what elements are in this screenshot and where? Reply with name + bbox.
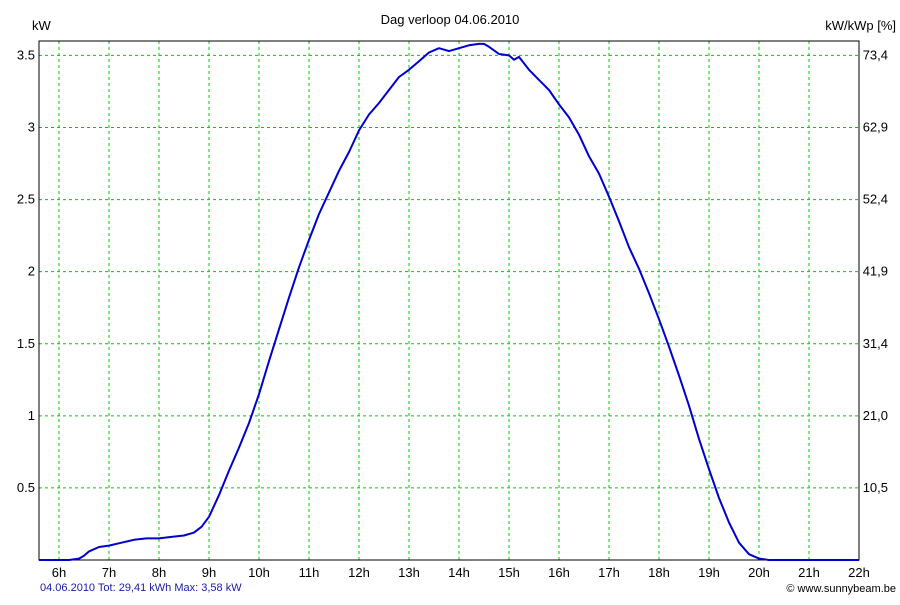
plot-frame xyxy=(38,40,860,561)
y-tick-label-right: 52,4 xyxy=(863,192,888,207)
y-axis-label-right: kW/kWp [%] xyxy=(825,18,896,33)
footer-credit: © www.sunnybeam.be xyxy=(786,583,896,595)
y-tick-label-right: 21,0 xyxy=(863,408,888,423)
x-tick-label: 17h xyxy=(598,565,620,580)
x-tick-label: 9h xyxy=(202,565,216,580)
y-tick-label-left: 1.5 xyxy=(17,336,35,351)
y-tick-label-left: 2 xyxy=(28,264,35,279)
y-tick-label-left: 0.5 xyxy=(17,480,35,495)
y-tick-labels-right: 10,5 21,0 31,4 41,9 52,4 62,9 73,4 xyxy=(863,47,888,495)
y-tick-label-left: 1 xyxy=(28,408,35,423)
series-line-power xyxy=(39,42,859,561)
y-tick-label-right: 10,5 xyxy=(863,480,888,495)
y-tick-label-right: 31,4 xyxy=(863,336,888,351)
y-tick-label-left: 3 xyxy=(28,120,35,135)
y-tick-label-left: 2.5 xyxy=(17,192,35,207)
x-tick-labels: 6h 7h 8h 9h 10h 11h 12h 13h 14h 15h 16h 17h 18h 19h 20… xyxy=(52,565,870,580)
footer-summary: 04.06.2010 Tot: 29,41 kWh Max: 3,58 kW xyxy=(40,582,242,594)
x-tick-label: 12h xyxy=(348,565,370,580)
y-tick-label-left: 3.5 xyxy=(17,47,35,62)
x-tick-label: 22h xyxy=(848,565,870,580)
x-tick-label: 7h xyxy=(102,565,116,580)
x-tick-label: 8h xyxy=(152,565,166,580)
x-tick-label: 10h xyxy=(248,565,270,580)
x-tick-label: 20h xyxy=(748,565,770,580)
x-tick-label: 16h xyxy=(548,565,570,580)
y-tick-label-right: 41,9 xyxy=(863,264,888,279)
x-tick-label: 18h xyxy=(648,565,670,580)
y-tick-label-right: 73,4 xyxy=(863,47,888,62)
y-axis-label-left: kW xyxy=(32,18,52,33)
x-tick-label: 11h xyxy=(299,565,320,580)
chart-title: Dag verloop 04.06.2010 xyxy=(381,12,520,27)
x-tick-label: 14h xyxy=(448,565,470,580)
x-tick-label: 13h xyxy=(398,565,420,580)
y-tick-labels-left: 0.5 1 1.5 2 2.5 3 3.5 xyxy=(17,47,35,495)
x-tick-label: 21h xyxy=(798,565,820,580)
grid xyxy=(39,41,860,560)
y-tick-label-right: 62,9 xyxy=(863,120,888,135)
x-tick-label: 6h xyxy=(52,565,66,580)
x-tick-label: 15h xyxy=(498,565,520,580)
x-tick-label: 19h xyxy=(698,565,720,580)
